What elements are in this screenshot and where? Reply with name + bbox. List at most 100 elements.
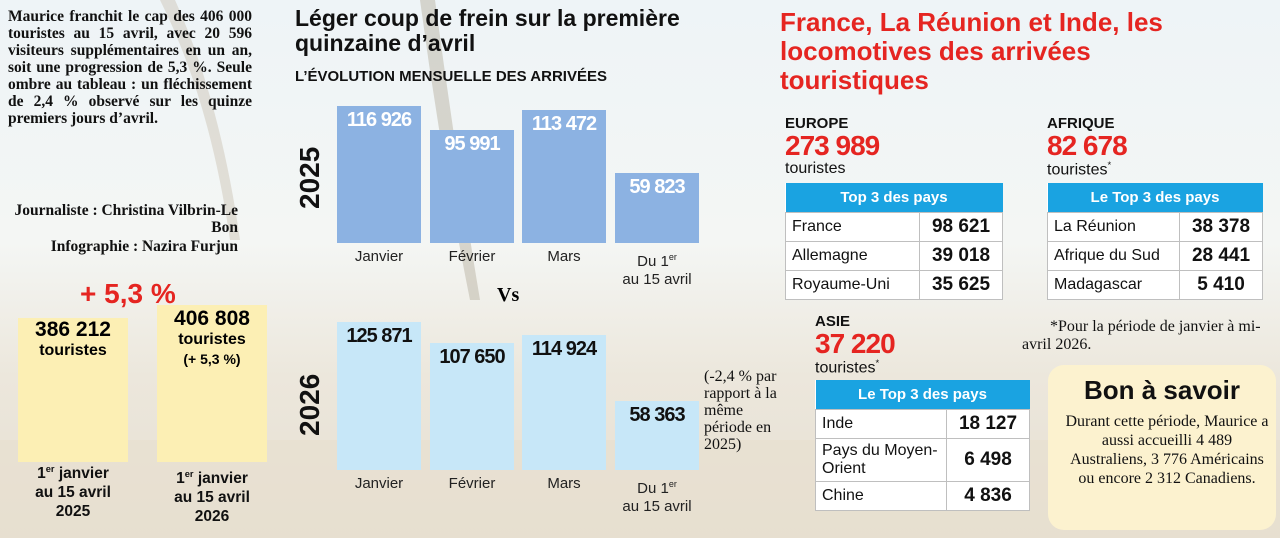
country-value: 28 441 <box>1179 241 1263 271</box>
value-label: 116 926 <box>346 108 412 131</box>
unit-text: touristes <box>815 359 876 377</box>
category-label: Du 1er au 15 avril <box>607 475 707 516</box>
category-text: Février <box>448 248 496 265</box>
country: La Réunion <box>1047 212 1180 242</box>
credit: Infographie : Nazira Furjun <box>50 238 238 255</box>
table-header-row: Top 3 des pays <box>785 183 1003 213</box>
category-text: Janvier <box>354 248 404 265</box>
region-unit: touristes <box>785 160 879 178</box>
region: ASIE 37 220 touristes* <box>815 313 896 377</box>
unit-text: touristes <box>1047 161 1108 179</box>
bar <box>522 109 606 243</box>
top3-table: Le Top 3 des pays Inde 18 127 Pays du Moyen… <box>815 380 1030 511</box>
category-label: Janvier <box>329 475 429 493</box>
bar <box>615 401 699 470</box>
value-label: 58 363 <box>629 404 685 427</box>
tip-title: Bon à savoir <box>1083 375 1241 405</box>
country: Madagascar <box>1047 270 1180 300</box>
footnote: *Pour la période de janvier à mi-avril 2… <box>1022 318 1261 353</box>
total-box: 386 212 touristes <box>18 318 128 462</box>
table-row: Royaume-Uni 35 625 <box>785 270 1003 300</box>
category-text: Du 1 <box>637 480 669 497</box>
chart-title: Léger coup de frein sur la première quin… <box>295 5 680 56</box>
value-label: 125 871 <box>346 325 412 347</box>
category-label: Février <box>422 248 522 266</box>
category-text: au 15 avril <box>622 498 692 515</box>
vs-label: Vs <box>497 284 520 306</box>
bar <box>337 105 421 243</box>
period-day: 1 <box>176 470 185 488</box>
period-day: 1 <box>37 465 46 483</box>
period: 1er janvier au 15 avril 2025 <box>13 460 133 521</box>
country: France <box>785 212 920 242</box>
country-value: 98 621 <box>919 212 1003 242</box>
period-start: janvier <box>58 465 109 483</box>
value-label: 114 924 <box>531 337 597 360</box>
region-name: ASIE <box>815 313 851 330</box>
table-row: Pays du Moyen-Orient 6 498 <box>815 438 1030 482</box>
bar <box>615 172 699 243</box>
table-header-row: Le Top 3 des pays <box>815 380 1030 410</box>
category-text: Janvier <box>354 475 404 492</box>
country: Royaume-Uni <box>785 270 920 300</box>
category-text: Mars <box>547 248 581 265</box>
country: Pays du Moyen-Orient <box>815 438 947 482</box>
table-row: Madagascar 5 410 <box>1047 270 1263 300</box>
region-total: 273 989 <box>785 130 880 161</box>
unit-text: touristes <box>785 160 846 177</box>
table-row: Inde 18 127 <box>815 409 1030 439</box>
year-label: 2026 <box>294 373 325 436</box>
chart-subtitle: L’ÉVOLUTION MENSUELLE DES ARRIVÉES <box>295 68 607 85</box>
country-value: 38 378 <box>1179 212 1263 242</box>
total-value: 386 212 <box>35 318 111 341</box>
value-label: 95 991 <box>444 133 500 156</box>
country-value: 5 410 <box>1179 270 1263 300</box>
country-value: 39 018 <box>919 241 1003 271</box>
region: EUROPE 273 989 touristes <box>785 115 880 178</box>
region-total: 82 678 <box>1047 130 1128 161</box>
category-sup: er <box>668 252 677 262</box>
category-label: Janvier <box>329 248 429 266</box>
value-label: 113 472 <box>531 112 597 135</box>
unit-mark: * <box>875 358 880 369</box>
bar <box>337 322 421 470</box>
unit-mark: * <box>1107 160 1112 171</box>
period-sup: er <box>45 464 55 474</box>
table-header: Top 3 des pays <box>785 183 1003 213</box>
category-label: Du 1er au 15 avril <box>607 248 707 289</box>
region: AFRIQUE 82 678 touristes* <box>1047 115 1128 179</box>
bar <box>430 343 514 470</box>
category-sup: er <box>668 479 677 489</box>
total-value: 406 808 <box>174 307 250 330</box>
total-unit: touristes <box>39 342 107 359</box>
value-label: 107 650 <box>439 346 505 369</box>
region-unit: touristes* <box>815 358 895 377</box>
tip-text: Durant cette période, Maurice a aussi ac… <box>1065 413 1269 487</box>
growth: + 5,3 % <box>80 278 176 309</box>
period-end: au 15 avril <box>174 489 250 507</box>
period-start: janvier <box>197 470 248 488</box>
category-label: Mars <box>514 475 614 493</box>
category-text: Du 1 <box>637 253 669 270</box>
table-row: France 98 621 <box>785 212 1003 242</box>
period: 1er janvier au 15 avril 2026 <box>152 465 272 526</box>
country: Afrique du Sud <box>1047 241 1180 271</box>
region-unit: touristes* <box>1047 160 1127 179</box>
period-year: 2026 <box>194 508 230 526</box>
country-value: 4 836 <box>946 481 1030 511</box>
category-label: Février <box>422 475 522 493</box>
period-end: au 15 avril <box>35 484 111 502</box>
category-text: au 15 avril <box>622 271 692 288</box>
country-value: 35 625 <box>919 270 1003 300</box>
total-unit: touristes <box>178 331 246 348</box>
value-label: 59 823 <box>629 175 685 198</box>
table-header: Le Top 3 des pays <box>1047 183 1263 213</box>
category-text: Février <box>448 475 496 492</box>
year-label: 2025 <box>294 146 325 209</box>
period-year: 2025 <box>55 503 91 521</box>
country: Inde <box>815 409 947 439</box>
section-title: France, La Réunion et Inde, les locomoti… <box>780 7 1163 95</box>
region-name: EUROPE <box>785 115 849 132</box>
total-note: (+ 5,3 %) <box>183 351 241 367</box>
